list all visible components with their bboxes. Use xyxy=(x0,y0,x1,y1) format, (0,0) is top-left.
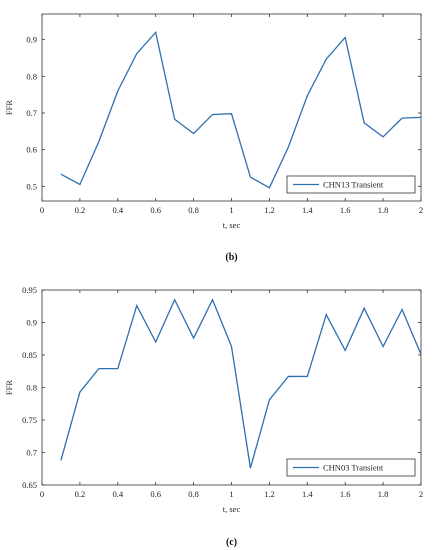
x-tick-label: 1 xyxy=(229,489,233,499)
x-axis-label: t, sec xyxy=(223,220,241,230)
y-tick-label: 0.6 xyxy=(26,145,37,155)
x-tick-label: 0.6 xyxy=(150,205,161,215)
y-tick-label: 0.95 xyxy=(22,285,37,295)
x-tick-label: 0 xyxy=(40,489,44,499)
y-tick-label: 0.9 xyxy=(26,35,37,45)
y-tick-label: 0.7 xyxy=(26,108,37,118)
legend: CHN03 Transient xyxy=(286,458,416,477)
x-tick-label: 0.8 xyxy=(188,489,199,499)
x-tick-label: 0.4 xyxy=(112,489,123,499)
legend-entry: CHN13 Transient xyxy=(323,180,384,190)
x-tick-label: 0.6 xyxy=(150,489,161,499)
x-tick-label: 1.8 xyxy=(378,205,389,215)
y-tick-label: 0.85 xyxy=(22,350,37,360)
panel-label: (c) xyxy=(226,537,237,548)
plot-area xyxy=(41,289,422,486)
plot-area xyxy=(41,13,422,202)
x-tick-label: 0 xyxy=(40,205,44,215)
x-tick-label: 2 xyxy=(419,489,423,499)
x-tick-label: 1 xyxy=(229,205,233,215)
x-tick-label: 0.2 xyxy=(75,489,86,499)
y-tick-label: 0.8 xyxy=(26,383,37,393)
x-tick-label: 0.2 xyxy=(75,205,86,215)
y-tick-label: 0.5 xyxy=(26,181,37,191)
chart-panel-c: 0 0.2 0.4 0.6 0.8 1 1.2 1.4 1.6 1.8 2 0.65 0.7 0.75 0.… xyxy=(4,285,423,548)
legend-box xyxy=(286,175,416,194)
series-line xyxy=(60,30,422,189)
y-axis-label: FFR xyxy=(4,100,14,115)
y-tick-label: 0.8 xyxy=(26,71,37,81)
legend-box xyxy=(286,458,416,477)
panel-label: (b) xyxy=(225,252,237,263)
x-tick-label: 1.2 xyxy=(264,205,275,215)
x-tick-label: 2 xyxy=(419,205,423,215)
y-tick-label: 0.75 xyxy=(22,415,37,425)
x-tick-label: 1.6 xyxy=(340,489,351,499)
y-tick-label: 0.7 xyxy=(26,448,37,458)
y-axis-label: FFR xyxy=(4,380,14,395)
x-tick-label: 1.2 xyxy=(264,489,275,499)
x-tick-label: 1.4 xyxy=(302,489,313,499)
x-tick-label: 0.8 xyxy=(188,205,199,215)
x-tick-label: 1.4 xyxy=(302,205,313,215)
x-tick-label: 1.8 xyxy=(378,489,389,499)
x-axis-label: t, sec xyxy=(223,504,241,514)
chart-panel-b: 0 0.2 0.4 0.6 0.8 1 1.2 1.4 1.6 1.8 2 0.5 0.6 0.7 0.8 0… xyxy=(4,13,423,263)
series-line xyxy=(60,298,422,469)
legend-entry: CHN03 Transient xyxy=(323,463,384,473)
y-tick-label: 0.9 xyxy=(26,318,37,328)
x-tick-label: 0.4 xyxy=(112,205,123,215)
x-tick-label: 1.6 xyxy=(340,205,351,215)
legend: CHN13 Transient xyxy=(286,175,416,194)
y-tick-label: 0.65 xyxy=(22,480,37,490)
